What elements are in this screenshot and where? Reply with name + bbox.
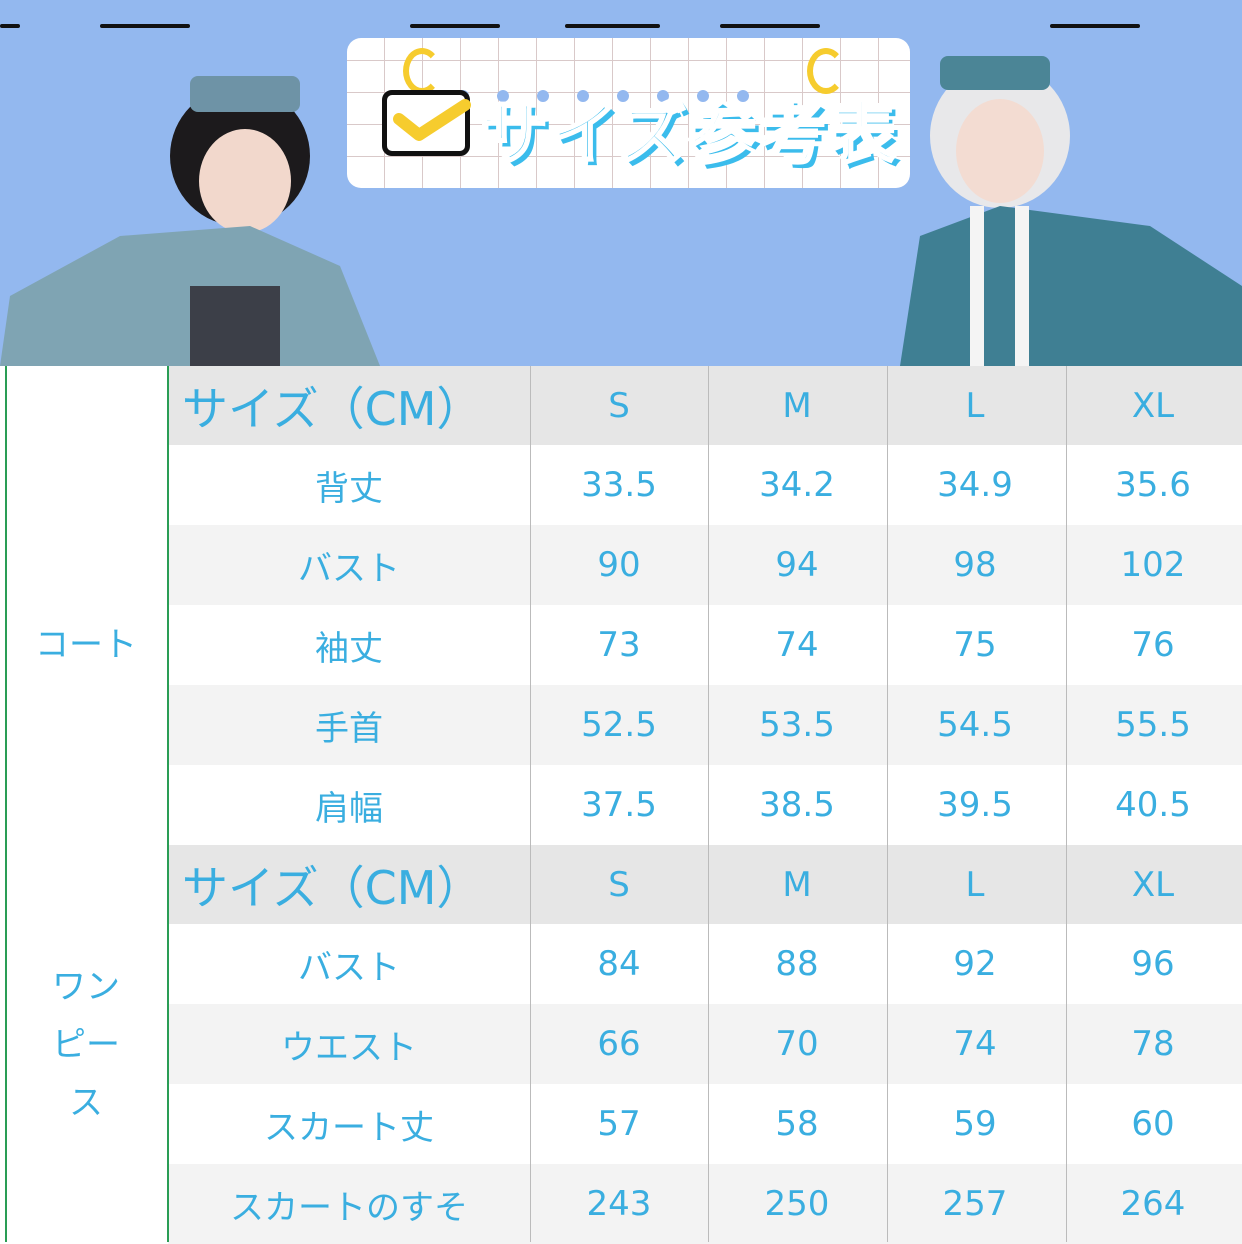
column-divider	[5, 366, 7, 1242]
header-label: サイズ（CM）	[182, 861, 483, 915]
size-table: サイズ（CM） S M L XL 背丈 33.5 34.2 34.9 35.6 バスト 90 94 98 1…	[0, 366, 1242, 1244]
hole-dot	[657, 90, 669, 102]
measurement-value: 98	[953, 545, 997, 585]
measurement-value: 76	[1131, 625, 1175, 665]
measurement-value: 88	[775, 944, 819, 984]
measurement-value: 75	[953, 625, 997, 665]
measurement-value: 54.5	[937, 705, 1013, 745]
table-row: スカートのすそ 243 250 257 264	[168, 1164, 1242, 1244]
size-header: L	[965, 386, 985, 426]
measurement-value: 35.6	[1115, 465, 1191, 505]
banner: サイズ参考表	[0, 0, 1242, 366]
category-label: コート	[6, 445, 166, 845]
measurement-value: 94	[775, 545, 819, 585]
table-row: スカート丈 57 58 59 60	[168, 1084, 1242, 1164]
measurement-value: 37.5	[581, 785, 657, 825]
measurement-value: 84	[597, 944, 641, 984]
ring-icon	[403, 48, 441, 94]
measurement-value: 34.9	[937, 465, 1013, 505]
column-divider	[887, 366, 888, 1242]
header-row: サイズ（CM） S M L XL	[168, 845, 1242, 925]
measurement-value: 39.5	[937, 785, 1013, 825]
size-header: S	[608, 386, 630, 426]
decor-dash	[410, 24, 500, 28]
category-label: ワンピース	[6, 845, 166, 1244]
decor-dash	[720, 24, 820, 28]
hole-dot	[577, 90, 589, 102]
size-header: S	[608, 865, 630, 905]
measurement-value: 34.2	[759, 465, 835, 505]
measurement-value: 38.5	[759, 785, 835, 825]
measurement-value: 70	[775, 1024, 819, 1064]
decor-dash	[100, 24, 190, 28]
measurement-value: 55.5	[1115, 705, 1191, 745]
decor-dash	[0, 24, 20, 28]
table-row: 手首 52.5 53.5 54.5 55.5	[168, 685, 1242, 765]
measurement-label: スカート丈	[264, 1107, 434, 1148]
measurement-value: 52.5	[581, 705, 657, 745]
measurement-value: 66	[597, 1024, 641, 1064]
measurement-value: 53.5	[759, 705, 835, 745]
measurement-value: 78	[1131, 1024, 1175, 1064]
column-divider	[530, 366, 531, 1242]
measurement-value: 264	[1120, 1184, 1186, 1224]
measurement-value: 60	[1131, 1104, 1175, 1144]
table-row: バスト 84 88 92 96	[168, 924, 1242, 1004]
measurement-value: 92	[953, 944, 997, 984]
measurement-value: 96	[1131, 944, 1175, 984]
measurement-value: 73	[597, 625, 641, 665]
hole-dot	[697, 90, 709, 102]
table-row: 背丈 33.5 34.2 34.9 35.6	[168, 445, 1242, 525]
measurement-value: 243	[586, 1184, 652, 1224]
page-title: サイズ参考表	[479, 94, 898, 176]
table-row: 肩幅 37.5 38.5 39.5 40.5	[168, 765, 1242, 845]
measurement-value: 74	[775, 625, 819, 665]
measurement-value: 257	[942, 1184, 1008, 1224]
measurement-label: 肩幅	[315, 788, 383, 829]
header-label: サイズ（CM）	[182, 382, 483, 436]
model-photo-right	[900, 56, 1242, 366]
measurement-value: 74	[953, 1024, 997, 1064]
measurement-value: 33.5	[581, 465, 657, 505]
measurement-label: スカートのすそ	[230, 1187, 468, 1228]
table-row: 袖丈 73 74 75 76	[168, 605, 1242, 685]
measurement-value: 90	[597, 545, 641, 585]
decor-dash	[565, 24, 660, 28]
hole-dot	[497, 90, 509, 102]
measurement-value: 57	[597, 1104, 641, 1144]
table-row: バスト 90 94 98 102	[168, 525, 1242, 605]
hole-dot	[537, 90, 549, 102]
measurement-value: 59	[953, 1104, 997, 1144]
size-header: XL	[1131, 865, 1175, 905]
measurement-label: 袖丈	[315, 628, 383, 669]
measurement-value: 58	[775, 1104, 819, 1144]
model-photo-left	[0, 76, 380, 366]
measurement-value: 102	[1120, 545, 1186, 585]
hole-dot	[737, 90, 749, 102]
measurement-label: 手首	[315, 708, 383, 749]
measurement-value: 40.5	[1115, 785, 1191, 825]
decor-dash	[1050, 24, 1140, 28]
hole-dot	[617, 90, 629, 102]
size-header: M	[782, 386, 812, 426]
measurement-value: 250	[764, 1184, 830, 1224]
size-header: XL	[1131, 386, 1175, 426]
measurement-label: バスト	[298, 548, 400, 589]
measurement-label: バスト	[298, 947, 400, 988]
checkbox-icon	[382, 90, 471, 156]
size-header: M	[782, 865, 812, 905]
measurement-label: 背丈	[315, 468, 383, 509]
table-row: ウエスト 66 70 74 78	[168, 1004, 1242, 1084]
column-divider	[1066, 366, 1067, 1242]
ring-icon	[807, 48, 845, 94]
size-header: L	[965, 865, 985, 905]
column-divider	[708, 366, 709, 1242]
column-divider	[167, 366, 169, 1242]
measurement-label: ウエスト	[281, 1027, 417, 1068]
header-row: サイズ（CM） S M L XL	[168, 366, 1242, 446]
